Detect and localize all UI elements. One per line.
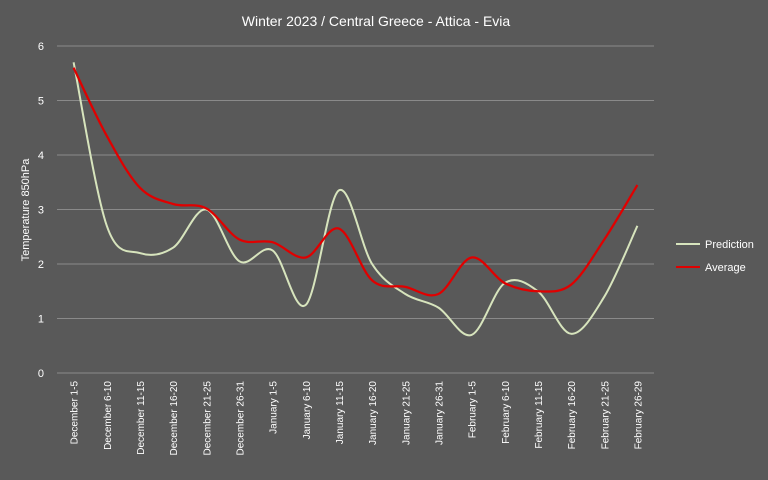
x-tick-label: December 11-15: [136, 381, 147, 455]
x-tick-label: January 16-20: [368, 381, 379, 445]
y-tick-label: 4: [38, 150, 44, 162]
x-tick-label: January 1-5: [269, 381, 280, 434]
gridlines: [57, 45, 654, 374]
chart-title: Winter 2023 / Central Greece - Attica - …: [242, 13, 511, 29]
x-tick-labels: December 1-5 December 6-10 December 11-15 D…: [70, 381, 645, 456]
x-tick-label: December 16-20: [169, 381, 180, 456]
x-tick-label: February 6-10: [501, 381, 512, 444]
x-tick-label: December 6-10: [103, 381, 114, 450]
x-tick-label: February 21-25: [600, 381, 611, 450]
series-line-average: [72, 67, 639, 297]
legend-label: Prediction: [705, 239, 754, 251]
y-tick-label: 0: [38, 368, 44, 380]
y-axis-label: Temperature 850hPa: [20, 158, 32, 262]
x-tick-label: December 21-25: [202, 381, 213, 456]
y-tick-label: 3: [38, 205, 44, 217]
x-tick-label: December 1-5: [70, 381, 81, 445]
x-tick-label: February 16-20: [567, 381, 578, 450]
x-tick-label: February 26-29: [633, 381, 644, 450]
series-lines: [72, 62, 639, 337]
x-tick-label: February 1-5: [468, 381, 479, 439]
legend-label: Average: [705, 262, 746, 274]
x-tick-label: January 21-25: [401, 381, 412, 445]
x-tick-label: January 6-10: [302, 381, 313, 440]
x-tick-label: January 11-15: [335, 381, 346, 445]
y-tick-label: 5: [38, 96, 44, 108]
y-tick-label: 6: [38, 41, 44, 53]
x-tick-label: December 26-31: [235, 381, 246, 456]
y-tick-label: 1: [38, 314, 44, 326]
legend: Prediction Average: [676, 239, 754, 274]
y-tick-labels: 0 1 2 3 4 5 6: [38, 41, 44, 380]
x-tick-label: January 26-31: [434, 381, 445, 445]
x-tick-label: February 11-15: [534, 381, 545, 449]
y-tick-label: 2: [38, 259, 44, 271]
